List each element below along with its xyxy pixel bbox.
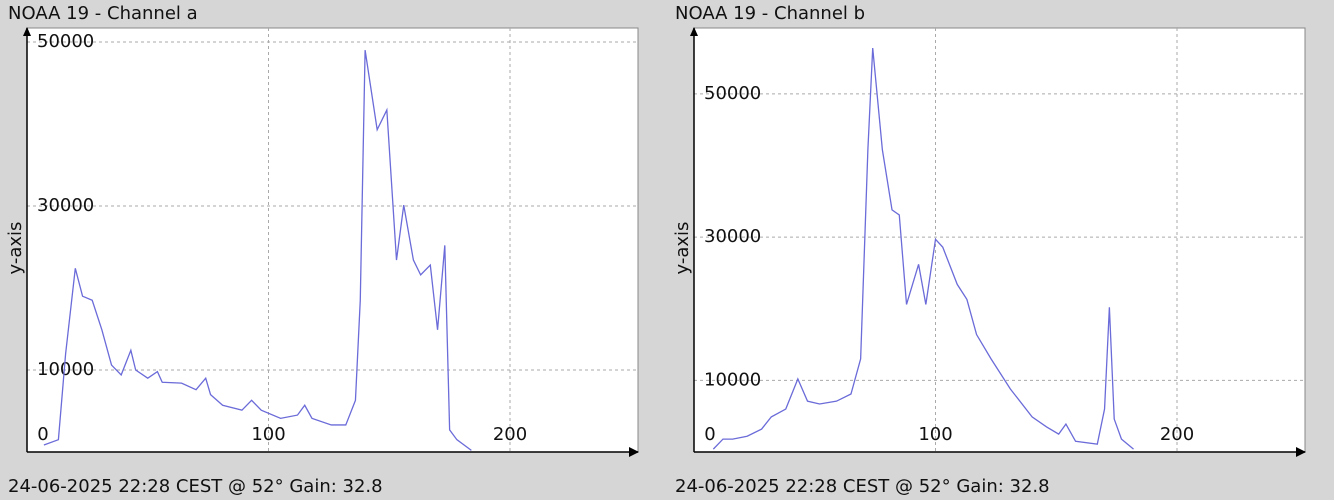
y-axis-arrow: [690, 27, 698, 36]
data-line: [712, 47, 1134, 450]
data-line: [43, 50, 472, 451]
chart-title: NOAA 19 - Channel b: [675, 3, 865, 24]
x-axis-arrow: [1296, 447, 1306, 457]
x-tick-label: 200: [1160, 424, 1194, 445]
y-tick-label: 30000: [37, 195, 94, 216]
x-tick-label: 0: [704, 424, 715, 445]
chart-title: NOAA 19 - Channel a: [8, 3, 198, 24]
y-tick-label: 50000: [37, 31, 94, 52]
y-tick-label: 10000: [704, 369, 761, 390]
footer: 24-06-2025 22:28 CEST @ 52° Gain: 32.8: [675, 476, 1050, 497]
x-tick-label: 200: [493, 424, 527, 445]
x-tick-label: 100: [251, 424, 285, 445]
y-axis-label: y-axis: [5, 222, 26, 275]
y-axis-label: y-axis: [672, 222, 693, 275]
plot-area: [26, 27, 639, 453]
x-axis-arrow: [629, 447, 639, 457]
y-tick-label: 30000: [704, 226, 761, 247]
y-tick-label: 10000: [37, 359, 94, 380]
x-tick-label: 100: [918, 424, 952, 445]
y-tick-label: 50000: [704, 83, 761, 104]
plot-area: [693, 27, 1306, 453]
x-tick-label: 0: [37, 424, 48, 445]
footer: 24-06-2025 22:28 CEST @ 52° Gain: 32.8: [8, 476, 383, 497]
y-axis-arrow: [23, 27, 31, 36]
